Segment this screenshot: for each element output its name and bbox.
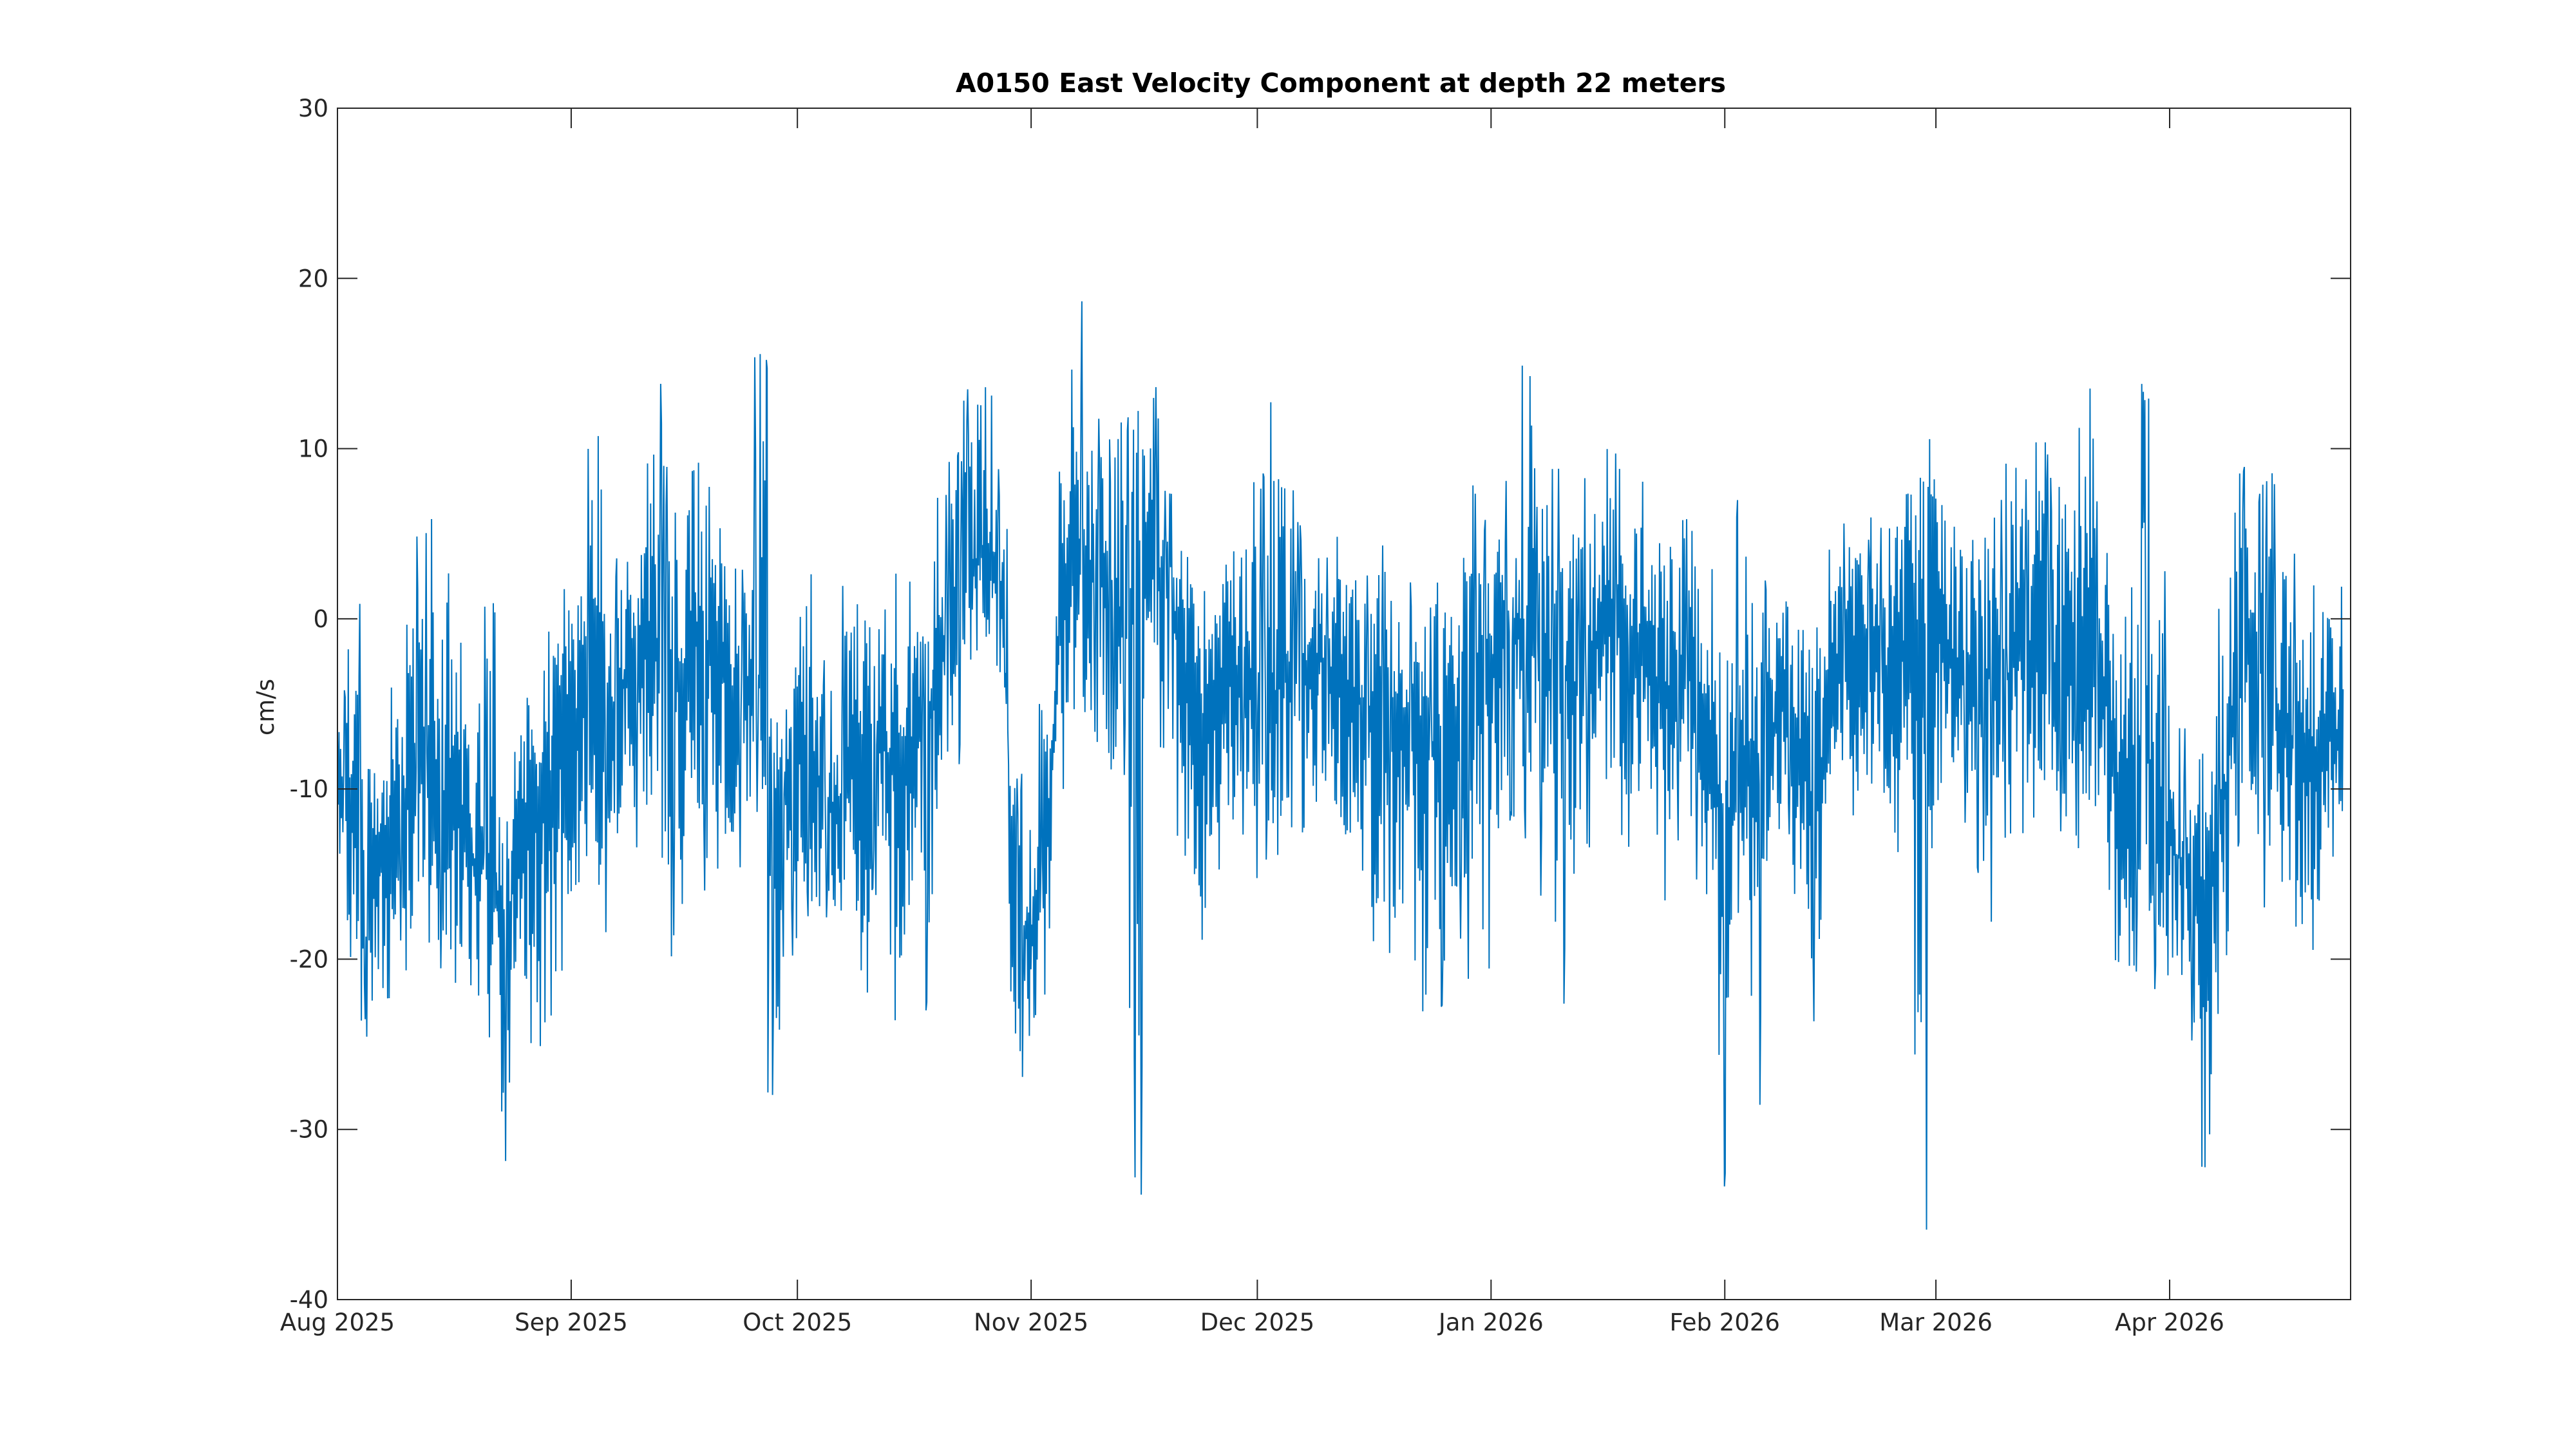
x-tick-label: Mar 2026 bbox=[1879, 1309, 1993, 1336]
x-tick-label: Sep 2025 bbox=[515, 1309, 628, 1336]
y-tick-label: -30 bbox=[290, 1116, 328, 1144]
y-tick-label: 20 bbox=[298, 265, 328, 292]
x-tick-label: Aug 2025 bbox=[280, 1309, 395, 1336]
x-tick-label: Feb 2026 bbox=[1670, 1309, 1780, 1336]
x-tick-label: Apr 2026 bbox=[2115, 1309, 2224, 1336]
x-tick-label: Jan 2026 bbox=[1437, 1309, 1544, 1336]
x-tick-label: Oct 2025 bbox=[743, 1309, 852, 1336]
y-tick-label: -20 bbox=[290, 945, 328, 973]
x-tick-label: Nov 2025 bbox=[974, 1309, 1088, 1336]
y-tick-label: -40 bbox=[290, 1286, 328, 1314]
y-tick-label: 0 bbox=[313, 605, 328, 633]
y-tick-label: 30 bbox=[298, 95, 328, 122]
y-tick-label: -10 bbox=[290, 775, 328, 803]
plot-box bbox=[337, 108, 2351, 1300]
y-tick-label: 10 bbox=[298, 435, 328, 463]
chart-title: A0150 East Velocity Component at depth 2… bbox=[956, 68, 1726, 99]
data-series-line-0 bbox=[337, 301, 2344, 1230]
y-axis-label: cm/s bbox=[252, 679, 279, 735]
x-tick-label: Dec 2025 bbox=[1200, 1309, 1315, 1336]
